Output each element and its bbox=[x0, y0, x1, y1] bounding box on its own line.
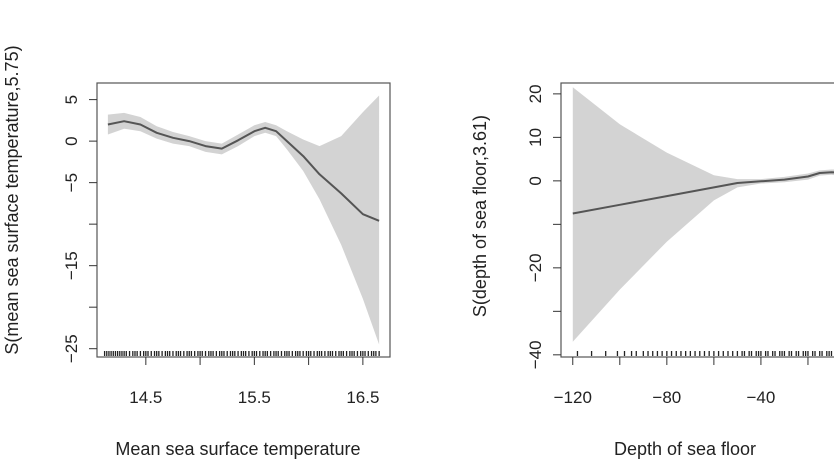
series-line bbox=[572, 171, 834, 215]
plot-frame bbox=[96, 82, 391, 358]
y-tick-label: 0 bbox=[62, 136, 81, 145]
panel-1: 14.5 15.5 16.5 5 0 −5 −15 −25 Mean sea surface t… bbox=[2, 45, 391, 459]
x-tick-label: 15.5 bbox=[238, 388, 271, 407]
y-tick-label: −20 bbox=[526, 253, 545, 282]
y-tick-label: −40 bbox=[526, 340, 545, 369]
plot-area bbox=[572, 87, 834, 356]
x-tick-label: −80 bbox=[652, 388, 681, 407]
y-tick-label: 10 bbox=[526, 128, 545, 147]
y-tick-label: 0 bbox=[526, 176, 545, 185]
y-axis-title: S(depth of sea floor,3.61) bbox=[470, 115, 490, 317]
series-line bbox=[107, 120, 380, 222]
y-tick-label: −25 bbox=[62, 334, 81, 363]
confidence-band bbox=[107, 95, 380, 345]
y-tick-label: 20 bbox=[526, 84, 545, 103]
y-tick-label: −5 bbox=[62, 173, 81, 192]
x-tick-label: 16.5 bbox=[346, 388, 379, 407]
confidence-band bbox=[572, 87, 834, 342]
y-tick-label: −15 bbox=[62, 251, 81, 280]
x-axis-title: Depth of sea floor bbox=[614, 439, 756, 459]
x-tick-label: 14.5 bbox=[129, 388, 162, 407]
x-tick-label: −120 bbox=[554, 388, 592, 407]
rug bbox=[576, 351, 833, 356]
rug bbox=[103, 351, 380, 356]
y-tick-label: 5 bbox=[62, 95, 81, 104]
plot-frame bbox=[560, 82, 834, 358]
plot-area bbox=[103, 95, 380, 356]
x-tick-label: −40 bbox=[746, 388, 775, 407]
y-axis-title: S(mean sea surface temperature,5.75) bbox=[2, 45, 22, 354]
x-axis-title: Mean sea surface temperature bbox=[115, 439, 360, 459]
